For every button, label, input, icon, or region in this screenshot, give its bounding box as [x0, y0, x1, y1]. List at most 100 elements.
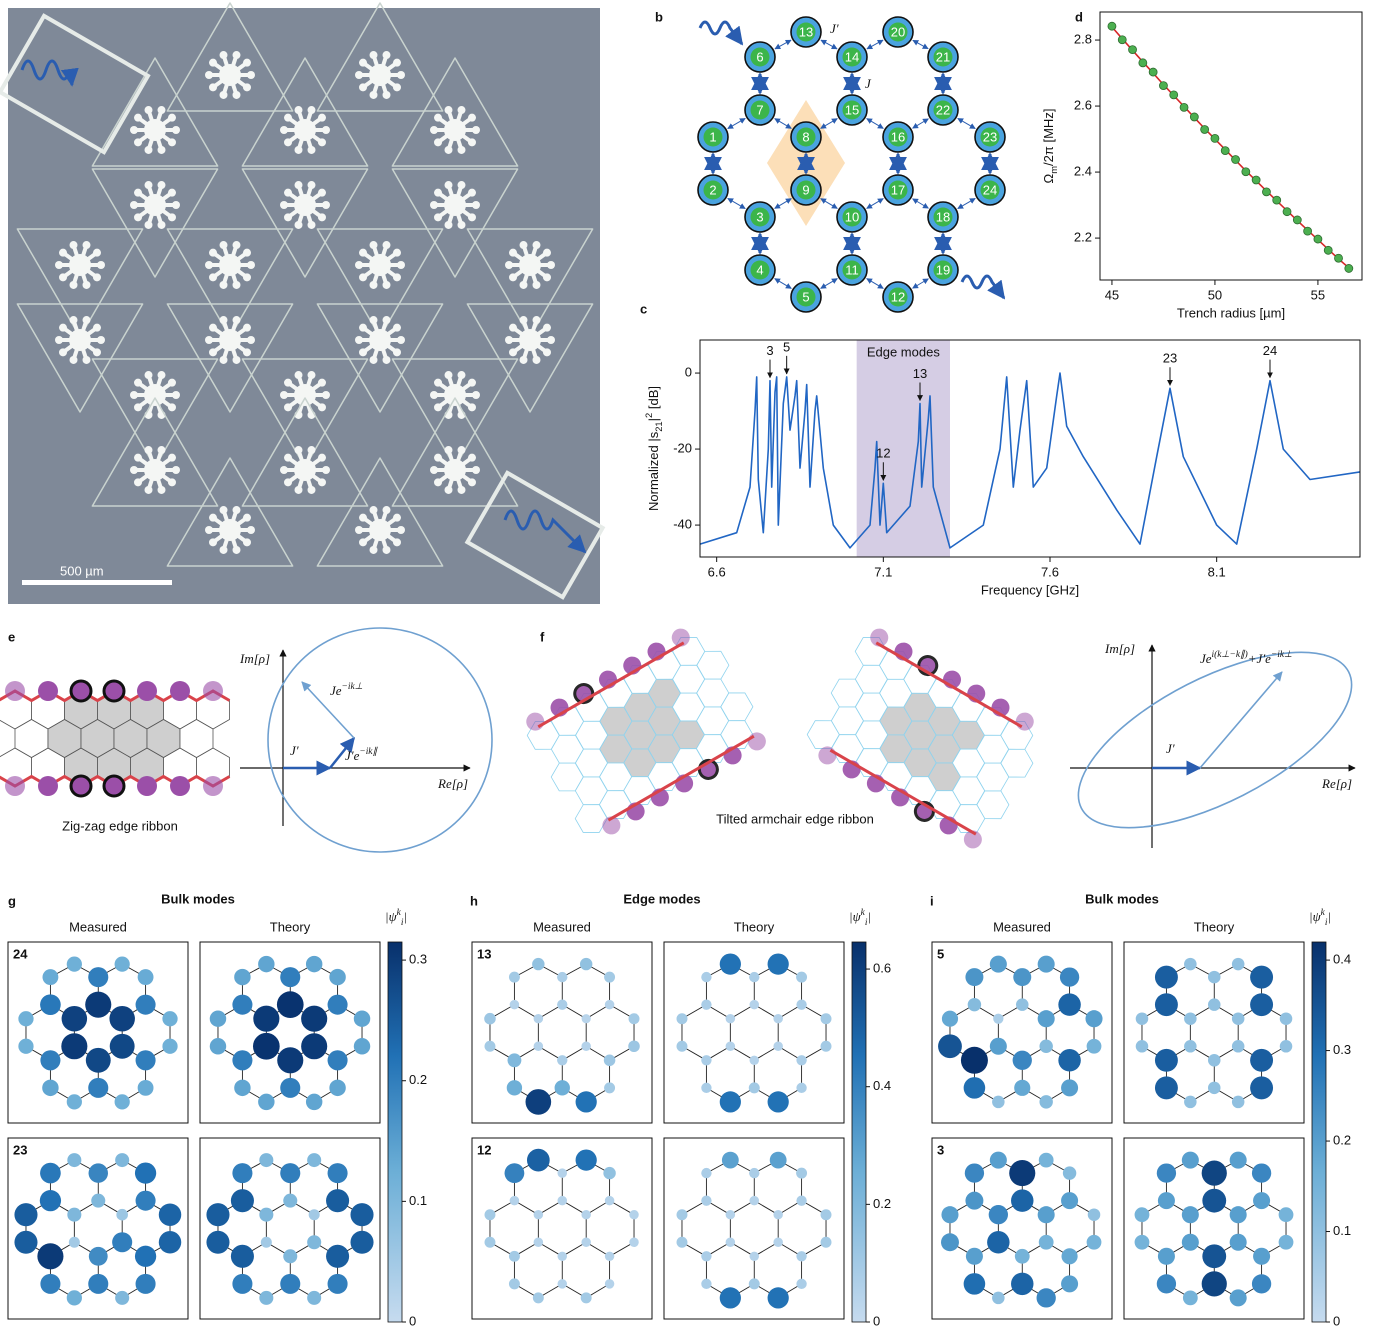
resonator-tether [303, 456, 323, 472]
axis-label: Re[ρ] [437, 776, 468, 791]
mode-amplitude [987, 1231, 1010, 1254]
inter-coupling-arrow [727, 198, 746, 209]
mode-amplitude [1184, 957, 1197, 971]
colorbar [387, 941, 403, 1323]
mode-amplitude [1039, 1095, 1053, 1109]
resonator-pad [322, 126, 330, 134]
resonator-pad [144, 220, 153, 229]
x-tick-label: 7.1 [874, 564, 892, 579]
mode-amplitude [14, 1203, 38, 1227]
resonator-pad [307, 145, 316, 154]
y-axis-label-part: /2π [MHz] [1041, 109, 1056, 166]
site-label: 15 [845, 102, 859, 117]
mode-amplitude [796, 1195, 807, 1206]
resonator-pad [430, 466, 438, 474]
resonator-pad [382, 90, 391, 99]
resonator-pad [284, 378, 293, 387]
mode-amplitude [604, 1082, 616, 1094]
mode-amplitude [773, 1209, 783, 1220]
resonator-pad [359, 58, 368, 67]
resonator-pad [134, 188, 143, 197]
resonator-pad [355, 336, 363, 344]
mode-amplitude [581, 1041, 591, 1051]
mode-amplitude [941, 1010, 959, 1027]
resonator-trench [391, 168, 519, 278]
mode-amplitude [989, 1037, 1007, 1055]
resonator-pad [59, 248, 68, 257]
mode-amplitude [66, 1290, 82, 1306]
mode-amplitude [1154, 1076, 1178, 1100]
resonator-pad [444, 485, 453, 494]
mode-amplitude [993, 1013, 1004, 1024]
mode-amplitude [232, 1273, 253, 1294]
resonator-trench [91, 57, 219, 167]
site-label: 9 [802, 182, 809, 197]
mode-amplitude [1038, 1234, 1054, 1250]
resonator-pad [382, 545, 391, 554]
resonator-pad [209, 538, 218, 547]
mode-amplitude [37, 1243, 64, 1270]
column-title: Theory [734, 919, 775, 934]
plot-frame [1099, 11, 1363, 281]
data-point [1210, 134, 1220, 143]
edge-site [602, 816, 621, 835]
colorbar-tick-label: 0 [873, 1313, 880, 1328]
mode-amplitude [232, 994, 253, 1015]
panel-label: f [540, 629, 545, 644]
x-axis-label: Trench radius [µm] [1177, 305, 1285, 320]
mode-amplitude [39, 1190, 62, 1212]
mode-amplitude [1012, 1050, 1032, 1070]
inter-coupling-arrow [820, 198, 838, 209]
inter-coupling-arrow [912, 278, 929, 289]
axis-label: Re[ρ] [1321, 776, 1352, 791]
mode-amplitude [796, 1055, 807, 1066]
x-tick-label: 7.6 [1041, 564, 1059, 579]
colorbar-tick-label: 0.3 [409, 952, 427, 967]
mode-amplitude [701, 1278, 712, 1290]
resonator-pad [542, 273, 551, 282]
resonator-pad [242, 538, 251, 547]
resonator-pad [434, 378, 443, 387]
resonator-pad [434, 403, 443, 412]
y-tick-label: 2.4 [1074, 164, 1092, 179]
resonator-pad [284, 188, 293, 197]
inter-coupling-arrow [820, 39, 838, 50]
colorbar-label-part: i [1325, 918, 1328, 928]
resonator-trench [316, 2, 444, 112]
mode-amplitude [963, 1273, 986, 1295]
colorbar-tick-label: 0.6 [873, 960, 891, 975]
mode-amplitude [1202, 1244, 1227, 1269]
resonator-tether [528, 251, 548, 267]
resonator-trench [241, 358, 369, 468]
mode-amplitude [158, 1231, 182, 1254]
mode-label: 13 [477, 946, 491, 961]
mode-amplitude [557, 1168, 567, 1178]
resonator-pad [157, 181, 166, 190]
mode-amplitude [509, 999, 520, 1010]
mode-amplitude [581, 1237, 591, 1247]
mode-amplitude [1134, 1234, 1150, 1250]
resonator-pad [397, 336, 405, 344]
data-point [1282, 207, 1292, 217]
site-inner [842, 260, 862, 280]
mode-amplitude [1058, 993, 1081, 1016]
data-point [1179, 102, 1189, 112]
mode-amplitude [701, 1251, 712, 1262]
resonator-tether [528, 326, 548, 342]
mode-amplitude [507, 1053, 522, 1068]
mode-amplitude [1011, 1189, 1034, 1212]
mode-amplitude [701, 971, 712, 983]
data-point [1159, 81, 1168, 91]
resonator-pad [209, 273, 218, 282]
mode-amplitude [88, 1163, 108, 1183]
mode-amplitude [1009, 1160, 1036, 1187]
data-point [1251, 175, 1261, 185]
mode-amplitude [533, 1013, 544, 1024]
mode-amplitude [1231, 957, 1245, 971]
mode-amplitude [1201, 1160, 1227, 1186]
resonator-pad [232, 506, 241, 515]
mode-amplitude [116, 1208, 128, 1221]
panel-label: e [8, 629, 15, 644]
data-point [1231, 155, 1240, 164]
mode-amplitude [603, 1054, 616, 1067]
